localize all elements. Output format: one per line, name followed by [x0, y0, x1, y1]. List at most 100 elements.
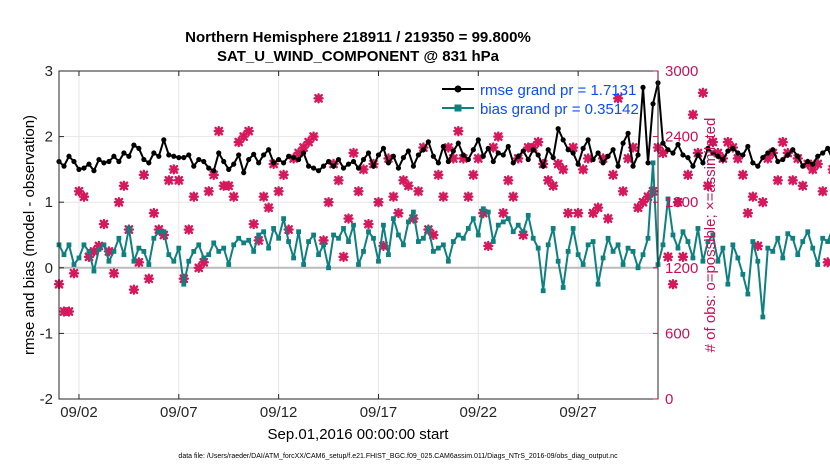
bias-point — [725, 281, 731, 287]
obs-count-marker — [388, 191, 399, 202]
obs-count-marker — [712, 147, 724, 159]
obs-count-marker — [732, 153, 744, 164]
right-tick-label: 3000 — [665, 63, 698, 80]
bias-point — [440, 242, 446, 248]
bias-point — [740, 271, 746, 277]
rmse-line — [58, 81, 830, 174]
bias-point — [126, 226, 132, 231]
bias-point — [530, 235, 536, 241]
obs-count-marker — [93, 240, 105, 252]
bias-point — [191, 249, 197, 254]
bias-point — [550, 226, 556, 231]
obs-count-marker — [238, 131, 249, 142]
obs-count-marker — [233, 136, 244, 148]
rmse-point — [266, 147, 272, 153]
bias-point — [121, 252, 127, 258]
bias-point — [445, 258, 451, 264]
rmse-point — [520, 148, 526, 154]
bias-point — [326, 265, 331, 271]
rmse-point — [186, 152, 192, 158]
rmse-point — [485, 145, 491, 152]
obs-count-marker — [577, 164, 589, 175]
obs-count-marker — [318, 235, 329, 246]
rmse-point — [595, 150, 601, 156]
bias-point — [635, 265, 641, 271]
rmse-point — [825, 145, 830, 152]
bias-point — [815, 262, 821, 267]
rmse-point — [705, 145, 711, 152]
obs-count-marker — [777, 136, 788, 148]
obs-count-marker — [403, 180, 414, 191]
obs-count-marker — [393, 207, 404, 219]
bias-point — [76, 255, 82, 261]
obs-count-marker — [358, 164, 369, 175]
rmse-point — [730, 145, 736, 152]
bias-point — [256, 232, 262, 238]
rmse-point — [760, 154, 766, 161]
obs-count-marker — [697, 87, 709, 99]
legend-bias-label: bias grand pr = 0.35142 — [480, 101, 639, 118]
bias-point — [311, 232, 316, 238]
rmse-point — [136, 145, 142, 152]
obs-count-marker — [248, 218, 259, 230]
bias-point — [386, 252, 391, 258]
rmse-point — [146, 160, 152, 166]
rmse-point — [650, 101, 656, 107]
bias-point — [296, 229, 301, 235]
bias-point — [216, 249, 222, 254]
rmse-point — [375, 152, 382, 158]
bias-point — [715, 258, 721, 264]
bias-point — [455, 232, 461, 238]
bias-point — [470, 216, 476, 221]
left-tick-label: 1 — [45, 194, 53, 211]
obs-count-marker — [572, 207, 584, 219]
rmse-point — [815, 153, 821, 159]
bias-point — [241, 240, 247, 246]
rmse-point — [291, 154, 297, 161]
obs-count-marker — [453, 125, 464, 137]
bias-point — [460, 235, 466, 241]
x-tick-label: 09/17 — [360, 404, 398, 421]
rmse-point — [355, 165, 362, 171]
obs-count-marker — [493, 131, 504, 142]
rmse-point — [475, 137, 481, 143]
obs-count-marker — [742, 207, 754, 219]
obs-count-marker — [542, 175, 554, 186]
obs-count-marker — [203, 186, 214, 197]
rmse-point — [276, 156, 282, 163]
rmse-point — [226, 166, 232, 172]
bias-point — [495, 222, 501, 228]
bias-point — [565, 249, 571, 254]
rmse-point — [425, 139, 431, 145]
rmse-point — [810, 161, 816, 167]
bias-point — [291, 255, 297, 261]
rmse-point — [435, 160, 441, 166]
rmse-point — [570, 150, 576, 156]
bias-point — [156, 229, 162, 235]
rmse-point — [76, 166, 82, 172]
bias-point — [730, 242, 736, 248]
rmse-point — [575, 161, 581, 167]
rmse-point — [176, 154, 182, 161]
obs-count-marker — [243, 125, 254, 137]
obs-count-marker — [108, 268, 120, 279]
rmse-point — [715, 153, 721, 159]
rmse-point — [470, 147, 476, 153]
obs-count-marker — [208, 169, 219, 181]
obs-count-marker — [333, 175, 344, 186]
obs-count-marker — [118, 180, 130, 191]
obs-count-marker — [168, 164, 180, 175]
bias-point — [166, 252, 172, 258]
rmse-point — [271, 160, 277, 166]
rmse-point — [211, 168, 217, 174]
bias-point — [515, 222, 521, 228]
bias-point — [800, 239, 806, 244]
bias-point — [755, 258, 761, 264]
obs-count-marker — [408, 213, 419, 224]
bias-point — [760, 314, 766, 320]
obs-count-marker — [468, 169, 479, 181]
bias-point — [720, 245, 726, 251]
obs-count-marker — [597, 153, 609, 164]
obs-count-marker — [682, 169, 694, 181]
obs-count-marker — [797, 180, 808, 191]
